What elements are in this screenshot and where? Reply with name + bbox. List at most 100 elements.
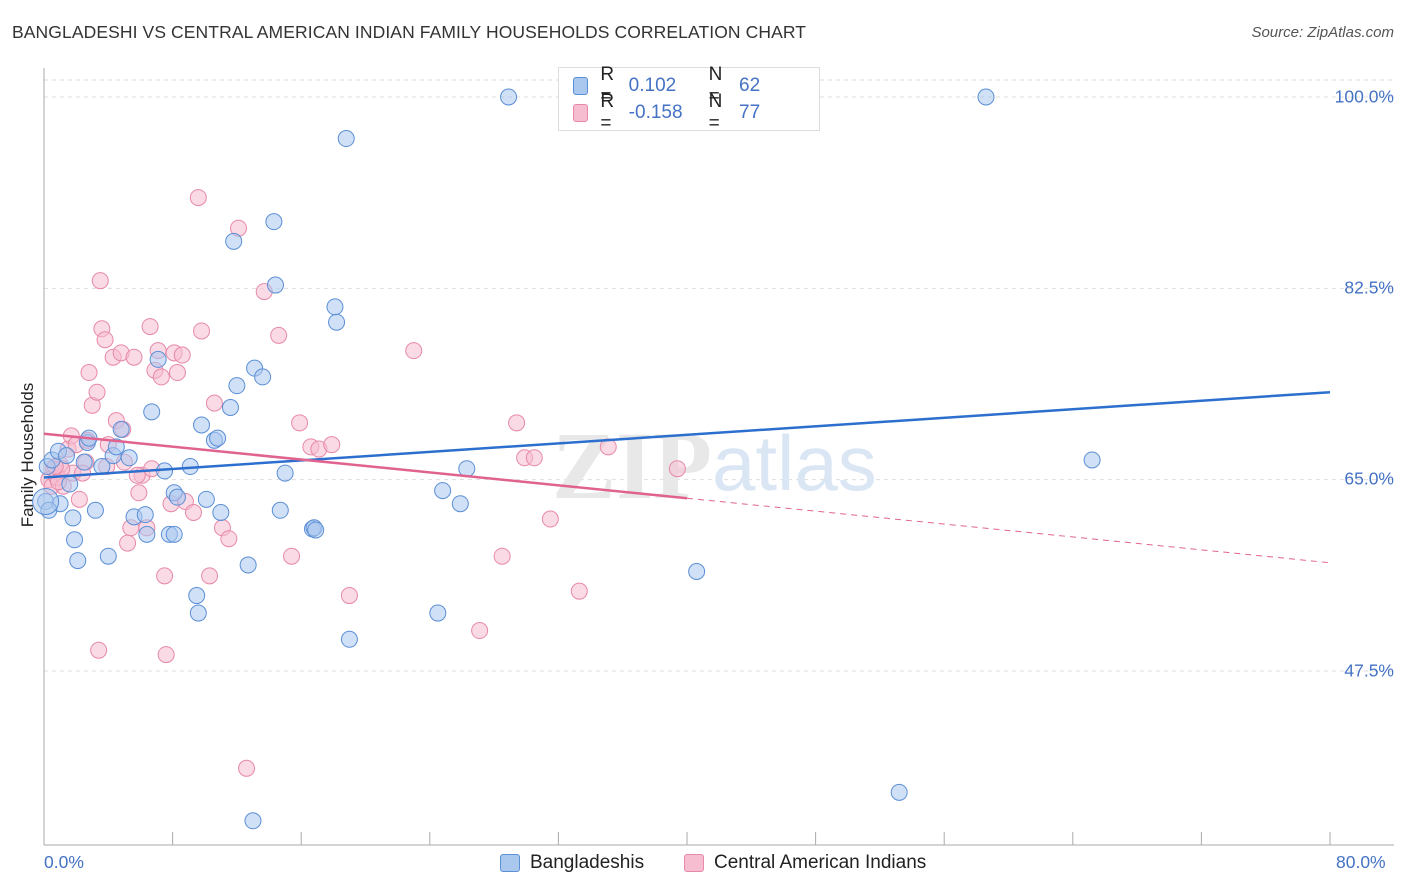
legend-swatch-blue xyxy=(500,854,520,872)
data-point-bangladeshi xyxy=(266,276,284,294)
data-point-bangladeshi xyxy=(1083,451,1101,469)
data-point-central-american-indian xyxy=(323,436,341,454)
data-point-central-american-indian xyxy=(88,383,106,401)
data-point-bangladeshi xyxy=(340,630,358,648)
y-tick-label: 65.0% xyxy=(1344,468,1394,489)
data-point-bangladeshi xyxy=(212,503,230,521)
data-point-central-american-indian xyxy=(291,414,309,432)
chart-title: BANGLADESHI VS CENTRAL AMERICAN INDIAN F… xyxy=(12,22,807,42)
data-point-bangladeshi xyxy=(138,525,156,543)
data-point-bangladeshi xyxy=(326,298,344,316)
data-point-central-american-indian xyxy=(90,641,108,659)
data-point-central-american-indian xyxy=(189,189,207,207)
data-point-bangladeshi xyxy=(61,475,79,493)
data-point-bangladeshi xyxy=(221,399,239,417)
trend-lines xyxy=(43,390,1331,564)
legend-swatch-pink xyxy=(684,854,704,872)
data-point-central-american-indian xyxy=(570,582,588,600)
legend-swatch-blue xyxy=(573,77,589,95)
watermark-zip: ZIP xyxy=(552,412,712,519)
r-label: R = xyxy=(600,91,615,134)
source-label: Source: ZipAtlas.com xyxy=(1251,24,1394,41)
data-point-central-american-indian xyxy=(130,484,148,502)
data-point-bangladeshi xyxy=(143,403,161,421)
trend-line-bangladeshis xyxy=(43,390,1331,479)
data-point-central-american-indian xyxy=(405,342,423,360)
data-point-central-american-indian xyxy=(152,368,170,386)
data-point-bangladeshi xyxy=(86,501,104,519)
data-point-bangladeshi xyxy=(120,449,138,467)
data-point-central-american-indian xyxy=(471,622,489,640)
y-tick-label: 47.5% xyxy=(1344,660,1394,681)
data-point-central-american-indian xyxy=(141,318,159,336)
grid-layer xyxy=(44,79,1394,672)
axis-layer xyxy=(43,68,1394,846)
data-point-central-american-indian xyxy=(184,503,202,521)
data-point-bangladeshi xyxy=(66,531,84,549)
data-point-bangladeshi xyxy=(265,213,283,231)
bottom-legend-bangladeshis[interactable]: Bangladeshis xyxy=(500,852,644,874)
data-point-bangladeshi xyxy=(165,525,183,543)
data-point-central-american-indian xyxy=(91,272,109,290)
data-point-central-american-indian xyxy=(541,510,559,528)
data-point-central-american-indian xyxy=(270,326,288,344)
data-point-central-american-indian xyxy=(168,364,186,382)
trend-line-central-american-indians-extension xyxy=(686,497,1331,564)
r-value: -0.158 xyxy=(628,102,683,123)
bottom-legend-central-american-indians[interactable]: Central American Indians xyxy=(684,852,926,874)
data-point-bangladeshi xyxy=(254,368,272,386)
data-point-central-american-indian xyxy=(283,547,301,565)
data-point-central-american-indian xyxy=(80,364,98,382)
data-point-central-american-indian xyxy=(193,322,211,340)
data-point-bangladeshi xyxy=(239,556,257,574)
data-point-central-american-indian xyxy=(205,394,223,412)
data-point-bangladeshi xyxy=(149,350,167,368)
data-point-central-american-indian xyxy=(119,534,137,552)
data-point-bangladeshi xyxy=(225,232,243,250)
bangladeshi-points xyxy=(32,88,1101,830)
data-point-central-american-indian xyxy=(508,414,526,432)
y-tick-label: 100.0% xyxy=(1334,86,1394,107)
data-point-bangladeshi xyxy=(75,453,93,471)
data-point-central-american-indian xyxy=(525,449,543,467)
data-point-central-american-indian xyxy=(668,460,686,478)
data-point-bangladeshi xyxy=(307,521,325,539)
trend-line-central-american-indians xyxy=(43,432,688,500)
watermark-atlas: atlas xyxy=(712,419,877,507)
data-point-bangladeshi xyxy=(209,429,227,447)
data-point-bangladeshi-large xyxy=(32,488,60,516)
data-point-central-american-indian xyxy=(173,346,191,364)
stats-legend: R = 0.102 N = 62 R = -0.158 N = 77 xyxy=(558,64,820,134)
data-point-bangladeshi xyxy=(271,501,289,519)
data-point-bangladeshi xyxy=(244,812,262,830)
data-point-bangladeshi xyxy=(112,420,130,438)
data-point-central-american-indian xyxy=(125,348,143,366)
data-point-bangladeshi xyxy=(458,460,476,478)
data-point-bangladeshi xyxy=(434,482,452,500)
data-point-bangladeshi xyxy=(328,313,346,331)
data-point-bangladeshi xyxy=(107,438,125,456)
data-point-central-american-indian xyxy=(201,567,219,585)
legend-swatch-pink xyxy=(573,104,589,122)
data-point-central-american-indian xyxy=(157,646,175,664)
data-point-bangladeshi xyxy=(69,552,87,570)
data-point-central-american-indian xyxy=(340,587,358,605)
data-point-bangladeshi xyxy=(688,563,706,581)
data-point-bangladeshi xyxy=(99,547,117,565)
data-point-bangladeshi xyxy=(451,495,469,513)
legend-row-bangladeshis: R = 0.102 N = 62 xyxy=(573,64,819,107)
data-point-central-american-indian xyxy=(238,759,256,777)
data-point-central-american-indian xyxy=(220,530,238,548)
data-point-central-american-indian xyxy=(70,490,88,508)
data-point-central-american-indian xyxy=(156,567,174,585)
r-value: 0.102 xyxy=(628,75,677,96)
data-point-bangladeshi xyxy=(977,88,995,106)
data-point-bangladeshi xyxy=(500,88,518,106)
data-point-bangladeshi xyxy=(64,509,82,527)
n-label: N = xyxy=(708,64,723,107)
data-point-bangladeshi xyxy=(337,130,355,148)
data-point-bangladeshi xyxy=(429,604,447,622)
data-point-central-american-indian xyxy=(493,547,511,565)
data-point-bangladeshi xyxy=(189,604,207,622)
r-label: R = xyxy=(600,64,615,107)
